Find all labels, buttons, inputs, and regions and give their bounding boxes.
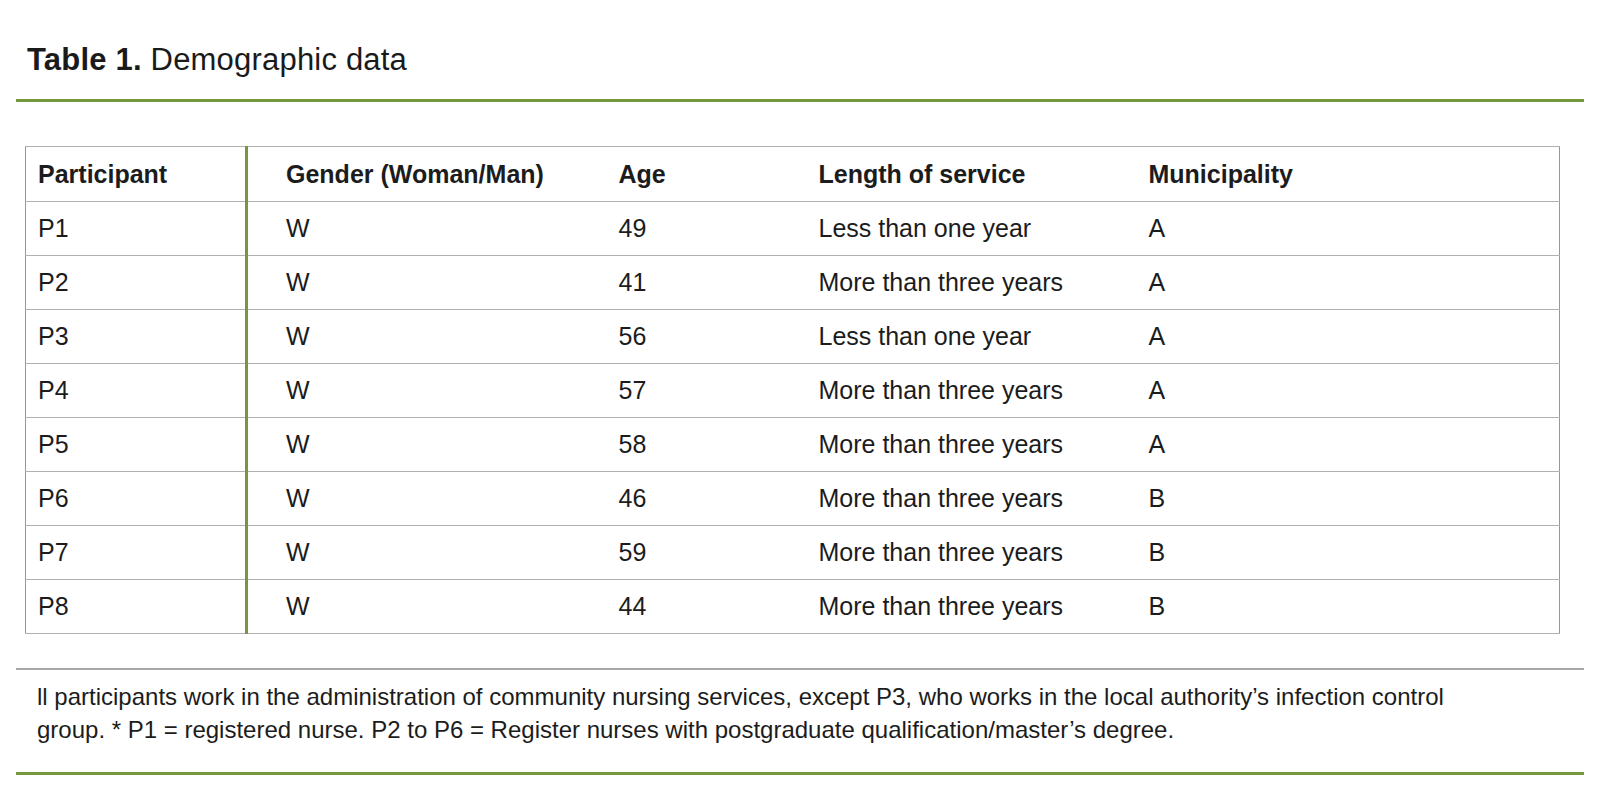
cell-gender: W <box>247 526 607 580</box>
table-row: P7 W 59 More than three years B <box>26 526 1560 580</box>
cell-length-of-service: More than three years <box>807 256 1137 310</box>
cell-municipality: A <box>1137 202 1560 256</box>
col-header-gender: Gender (Woman/Man) <box>247 147 607 202</box>
table-row: P4 W 57 More than three years A <box>26 364 1560 418</box>
cell-municipality: B <box>1137 526 1560 580</box>
page: Table 1. Demographic data Participant Ge… <box>0 0 1600 804</box>
cell-gender: W <box>247 364 607 418</box>
cell-age: 56 <box>607 310 807 364</box>
cell-participant: P1 <box>26 202 247 256</box>
table-row: P3 W 56 Less than one year A <box>26 310 1560 364</box>
table-row: P1 W 49 Less than one year A <box>26 202 1560 256</box>
cell-municipality: A <box>1137 310 1560 364</box>
cell-municipality: A <box>1137 256 1560 310</box>
cell-gender: W <box>247 310 607 364</box>
table-row: P6 W 46 More than three years B <box>26 472 1560 526</box>
cell-age: 44 <box>607 580 807 634</box>
cell-municipality: A <box>1137 418 1560 472</box>
cell-gender: W <box>247 256 607 310</box>
cell-length-of-service: Less than one year <box>807 202 1137 256</box>
top-green-rule <box>16 99 1584 102</box>
table-footnote: ll participants work in the administrati… <box>37 680 1557 746</box>
table-title-text: Demographic data <box>142 42 407 77</box>
footnote-line-2: group. * P1 = registered nurse. P2 to P6… <box>37 713 1557 746</box>
cell-age: 41 <box>607 256 807 310</box>
cell-participant: P7 <box>26 526 247 580</box>
cell-municipality: B <box>1137 580 1560 634</box>
cell-participant: P2 <box>26 256 247 310</box>
table-title: Table 1. Demographic data <box>27 42 407 78</box>
cell-age: 57 <box>607 364 807 418</box>
col-header-length-of-service: Length of service <box>807 147 1137 202</box>
demographic-table: Participant Gender (Woman/Man) Age Lengt… <box>25 146 1560 634</box>
cell-age: 59 <box>607 526 807 580</box>
footnote-line-1: ll participants work in the administrati… <box>37 680 1557 713</box>
cell-participant: P3 <box>26 310 247 364</box>
cell-participant: P8 <box>26 580 247 634</box>
col-header-participant: Participant <box>26 147 247 202</box>
table-row: P2 W 41 More than three years A <box>26 256 1560 310</box>
cell-length-of-service: More than three years <box>807 364 1137 418</box>
col-header-age: Age <box>607 147 807 202</box>
table-row: P5 W 58 More than three years A <box>26 418 1560 472</box>
cell-participant: P5 <box>26 418 247 472</box>
cell-length-of-service: More than three years <box>807 580 1137 634</box>
col-header-municipality: Municipality <box>1137 147 1560 202</box>
footnote-separator <box>16 668 1584 670</box>
cell-age: 46 <box>607 472 807 526</box>
cell-participant: P4 <box>26 364 247 418</box>
cell-gender: W <box>247 202 607 256</box>
cell-gender: W <box>247 418 607 472</box>
cell-gender: W <box>247 472 607 526</box>
cell-municipality: B <box>1137 472 1560 526</box>
cell-gender: W <box>247 580 607 634</box>
cell-participant: P6 <box>26 472 247 526</box>
bottom-green-rule <box>16 772 1584 775</box>
cell-age: 49 <box>607 202 807 256</box>
cell-length-of-service: Less than one year <box>807 310 1137 364</box>
cell-length-of-service: More than three years <box>807 418 1137 472</box>
cell-length-of-service: More than three years <box>807 472 1137 526</box>
cell-age: 58 <box>607 418 807 472</box>
cell-length-of-service: More than three years <box>807 526 1137 580</box>
table-title-number: Table 1. <box>27 42 142 77</box>
cell-municipality: A <box>1137 364 1560 418</box>
table-row: P8 W 44 More than three years B <box>26 580 1560 634</box>
table-header-row: Participant Gender (Woman/Man) Age Lengt… <box>26 147 1560 202</box>
